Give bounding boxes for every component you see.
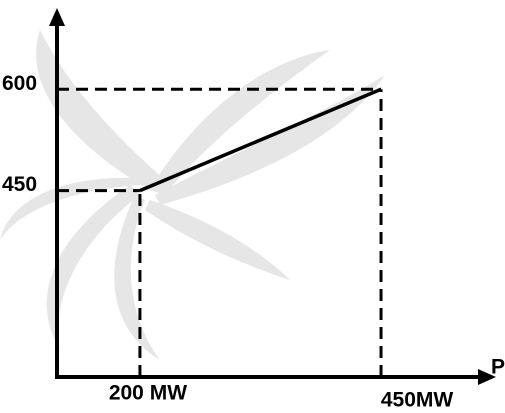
y-tick-label: 600: [2, 72, 37, 95]
y-tick-label: 450: [2, 173, 37, 196]
axes: [55, 22, 483, 379]
x-tick-label: 200 MW: [109, 382, 187, 405]
x-axis-label: P: [491, 356, 505, 379]
data-line: [139, 87, 382, 193]
x-axis-arrow: [478, 369, 496, 385]
y-axis-arrow: [49, 8, 65, 26]
x-tick-label: 450MW: [381, 389, 454, 412]
